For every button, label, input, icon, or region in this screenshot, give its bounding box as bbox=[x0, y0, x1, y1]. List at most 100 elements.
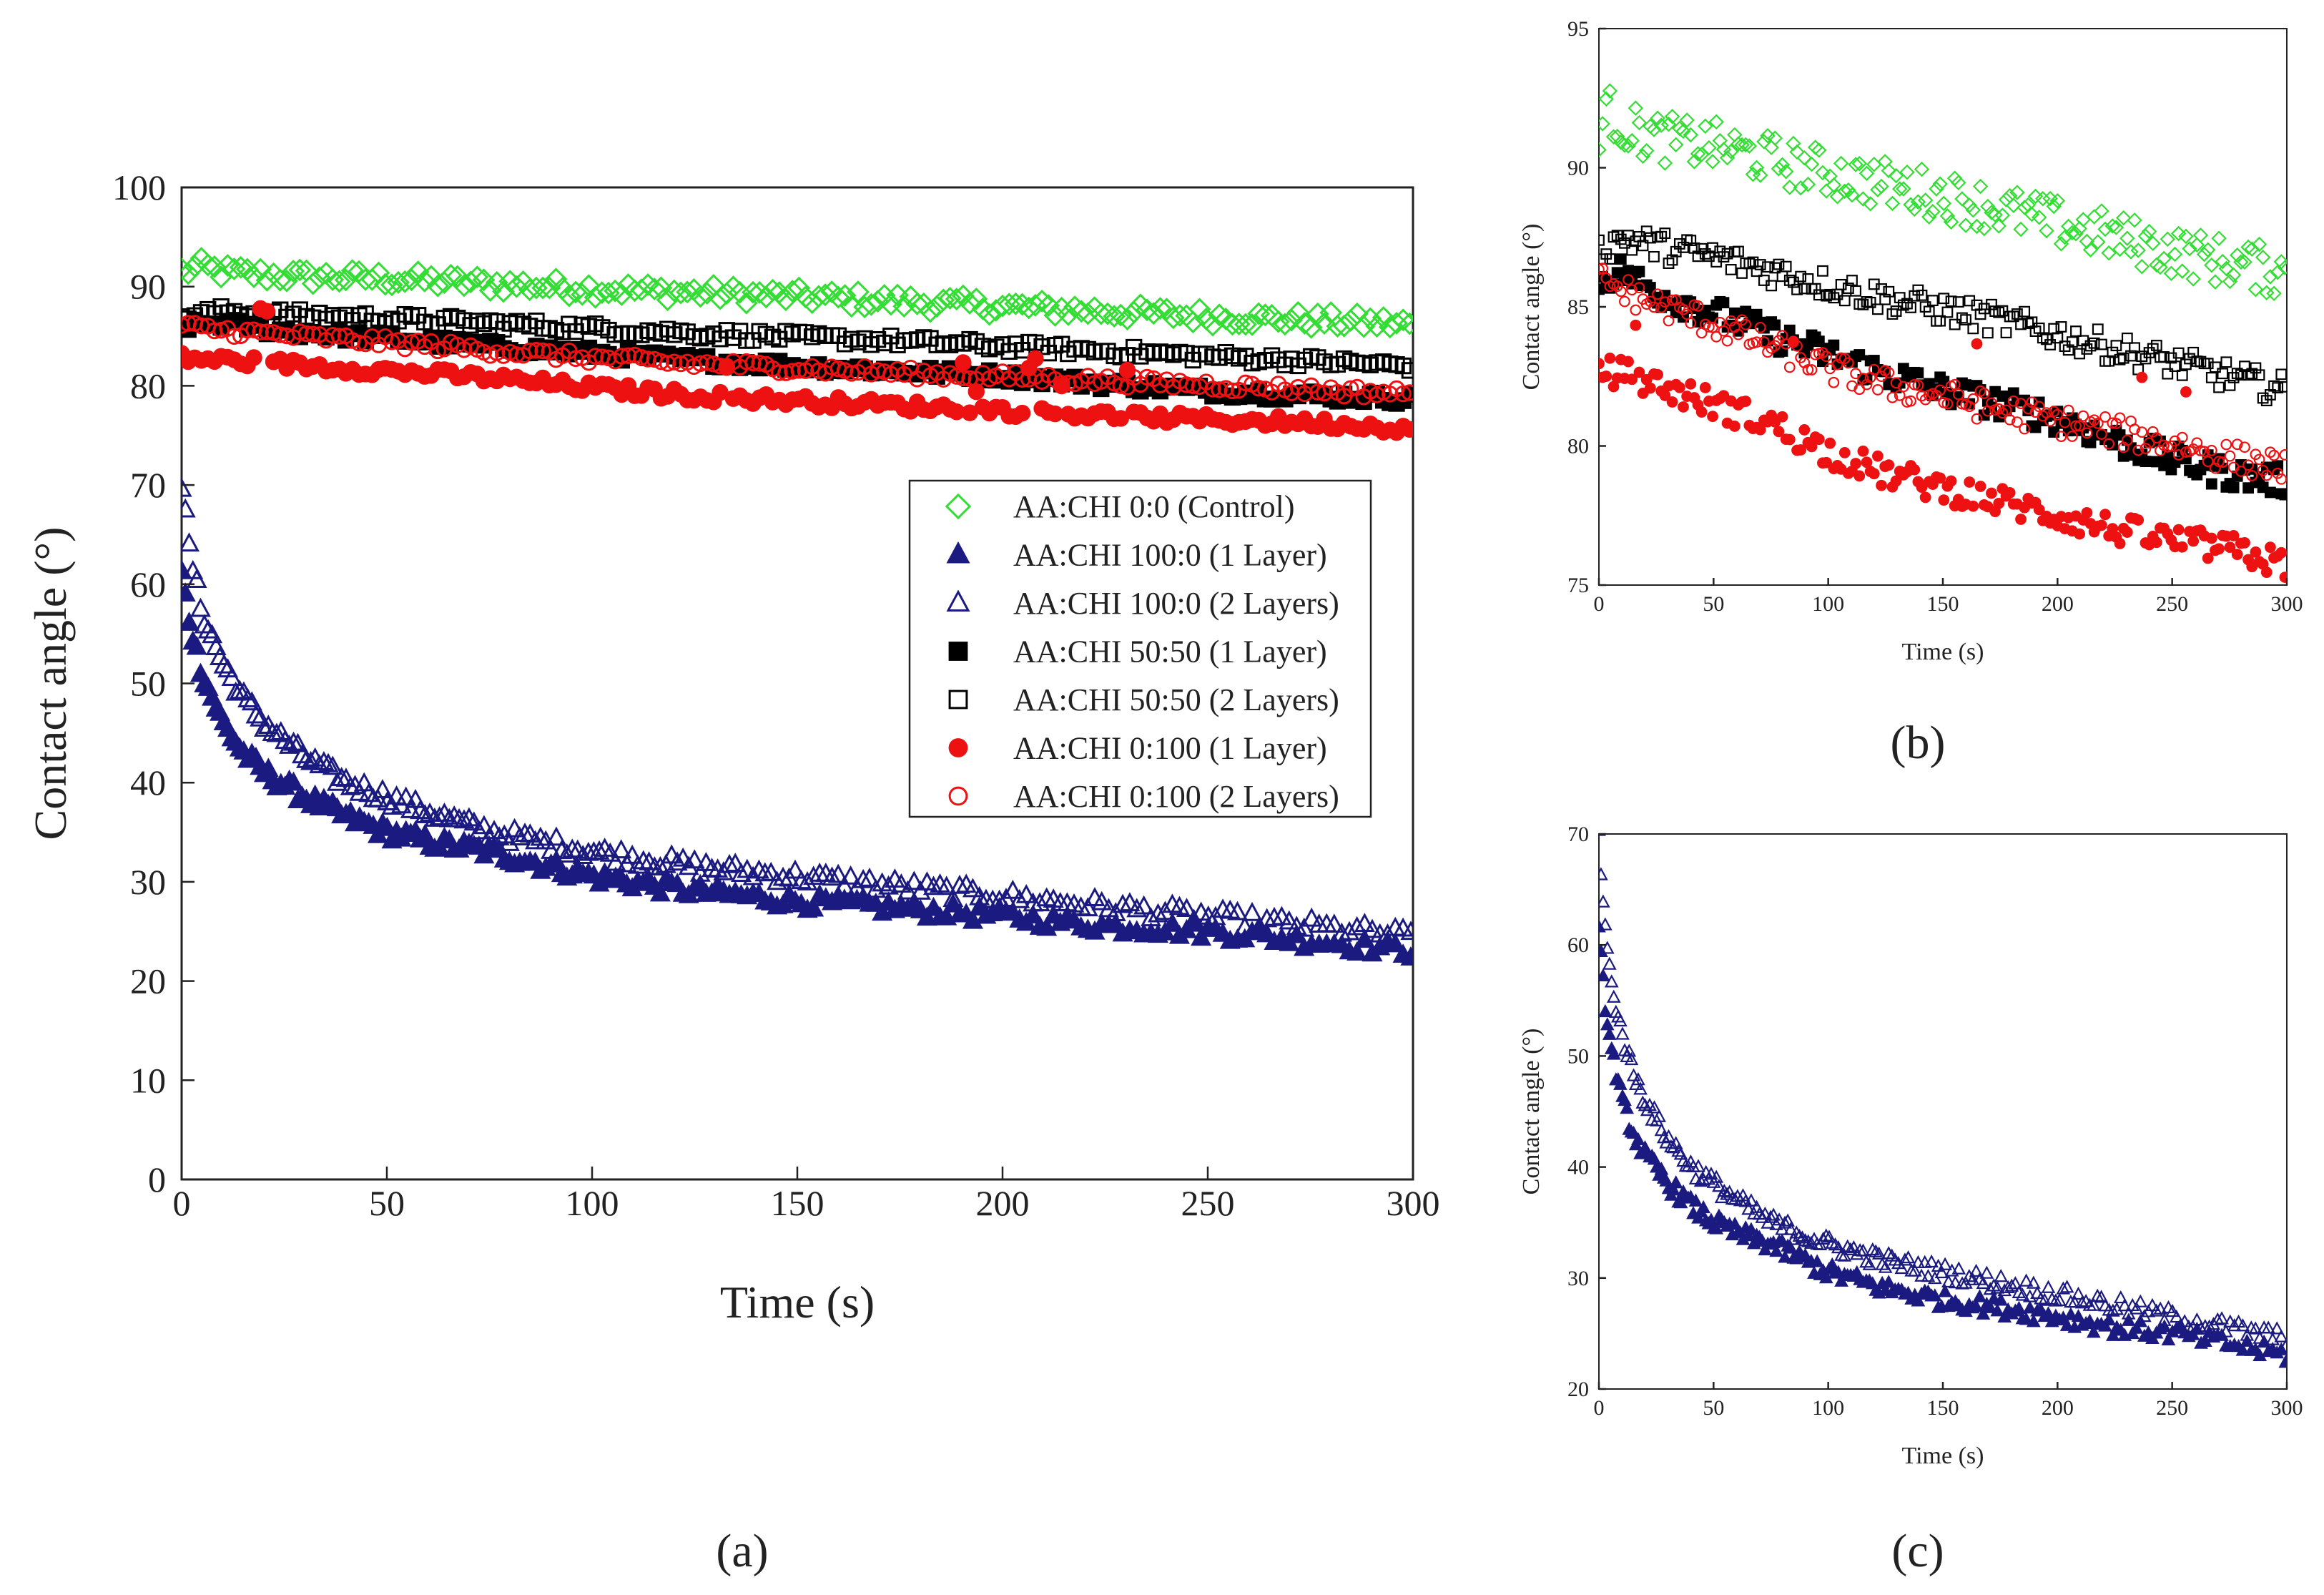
data-point bbox=[1659, 390, 1671, 401]
y-tick-label: 100 bbox=[112, 167, 166, 207]
data-point bbox=[1657, 155, 1673, 171]
data-point bbox=[1710, 330, 1723, 343]
data-point bbox=[1856, 1243, 1871, 1257]
data-point bbox=[834, 875, 855, 895]
data-point bbox=[2242, 459, 2255, 471]
data-point bbox=[1786, 1232, 1801, 1245]
data-point bbox=[2265, 389, 2276, 401]
data-point bbox=[1126, 898, 1148, 918]
data-point bbox=[1599, 142, 1607, 158]
data-point bbox=[2115, 210, 2132, 226]
x-tick-label: 300 bbox=[2271, 1396, 2303, 1420]
data-point bbox=[249, 257, 272, 281]
data-point bbox=[1655, 230, 1668, 242]
data-point bbox=[1723, 144, 1739, 160]
y-tick-label: 90 bbox=[130, 267, 166, 307]
data-point bbox=[1810, 1254, 1825, 1267]
data-point bbox=[1247, 302, 1271, 325]
data-point bbox=[2094, 1290, 2109, 1303]
data-point bbox=[1858, 165, 1875, 182]
data-point bbox=[367, 261, 390, 285]
data-point bbox=[859, 867, 880, 887]
data-point bbox=[1912, 379, 1924, 391]
data-point bbox=[367, 788, 389, 808]
data-point bbox=[1122, 300, 1146, 324]
data-point bbox=[291, 744, 313, 764]
data-point bbox=[619, 347, 637, 364]
data-point bbox=[1663, 257, 1675, 269]
data-point bbox=[1705, 154, 1720, 170]
data-point bbox=[1911, 1293, 1926, 1307]
x-tick-label: 200 bbox=[2042, 1396, 2074, 1420]
data-point bbox=[2202, 552, 2214, 564]
data-point bbox=[1384, 933, 1406, 953]
data-point bbox=[1980, 198, 1996, 215]
data-point bbox=[1105, 913, 1126, 932]
data-point bbox=[1897, 299, 1909, 311]
data-point bbox=[1849, 1247, 1864, 1260]
data-point bbox=[2213, 543, 2225, 555]
data-point bbox=[443, 805, 465, 825]
data-point bbox=[2265, 446, 2276, 458]
data-point bbox=[1952, 296, 1964, 308]
data-point bbox=[2075, 212, 2092, 227]
data-point bbox=[301, 272, 325, 295]
data-point bbox=[2180, 386, 2192, 398]
data-point bbox=[2187, 535, 2200, 547]
data-point bbox=[1836, 183, 1853, 200]
data-point bbox=[1256, 908, 1278, 928]
data-point bbox=[1905, 395, 1917, 407]
data-point bbox=[1725, 264, 1737, 275]
data-point bbox=[962, 878, 983, 898]
data-point bbox=[1673, 238, 1685, 250]
data-point bbox=[2265, 486, 2276, 499]
y-tick-label: 30 bbox=[1567, 1267, 1589, 1290]
data-point bbox=[1666, 294, 1678, 306]
data-point bbox=[2140, 456, 2152, 468]
data-point bbox=[2246, 470, 2258, 481]
data-point bbox=[1648, 301, 1660, 313]
data-point bbox=[1691, 1210, 1705, 1224]
data-point bbox=[1161, 306, 1185, 330]
data-point bbox=[2255, 250, 2271, 265]
data-point bbox=[1971, 338, 1983, 350]
data-point bbox=[1798, 424, 1811, 436]
data-point bbox=[1939, 208, 1956, 224]
data-point bbox=[866, 290, 890, 313]
data-point bbox=[2233, 254, 2249, 270]
data-point bbox=[2033, 504, 2045, 516]
data-point bbox=[1914, 161, 1930, 177]
data-point bbox=[2067, 1295, 2082, 1308]
data-point bbox=[1091, 890, 1113, 911]
data-point bbox=[1905, 302, 1917, 313]
data-point bbox=[2019, 423, 2031, 435]
data-point bbox=[1619, 237, 1630, 249]
data-point bbox=[684, 849, 705, 869]
y-axis-label: Contact angle (°) bbox=[1518, 224, 1545, 391]
data-point bbox=[1926, 295, 1939, 307]
data-point bbox=[613, 348, 631, 365]
data-point bbox=[2132, 444, 2145, 456]
data-point bbox=[2015, 398, 2027, 410]
data-point bbox=[2190, 1312, 2205, 1326]
data-point bbox=[1796, 149, 1813, 166]
data-point bbox=[518, 278, 541, 302]
data-point bbox=[2019, 1312, 2034, 1325]
data-point bbox=[324, 327, 341, 344]
data-point bbox=[1945, 475, 1957, 487]
data-point bbox=[1886, 391, 1899, 403]
data-point bbox=[1846, 1240, 1861, 1254]
data-point bbox=[719, 853, 740, 873]
data-point bbox=[252, 323, 269, 340]
data-point bbox=[1266, 310, 1290, 333]
data-point bbox=[1633, 265, 1645, 278]
data-point bbox=[2068, 225, 2084, 242]
data-point bbox=[1837, 1248, 1852, 1262]
data-point bbox=[1781, 1213, 1795, 1227]
data-point bbox=[1986, 487, 1997, 499]
data-point bbox=[1234, 916, 1256, 936]
data-point bbox=[731, 863, 752, 883]
data-point bbox=[1991, 218, 2007, 234]
data-point bbox=[2231, 549, 2243, 561]
data-point bbox=[1843, 1242, 1858, 1256]
